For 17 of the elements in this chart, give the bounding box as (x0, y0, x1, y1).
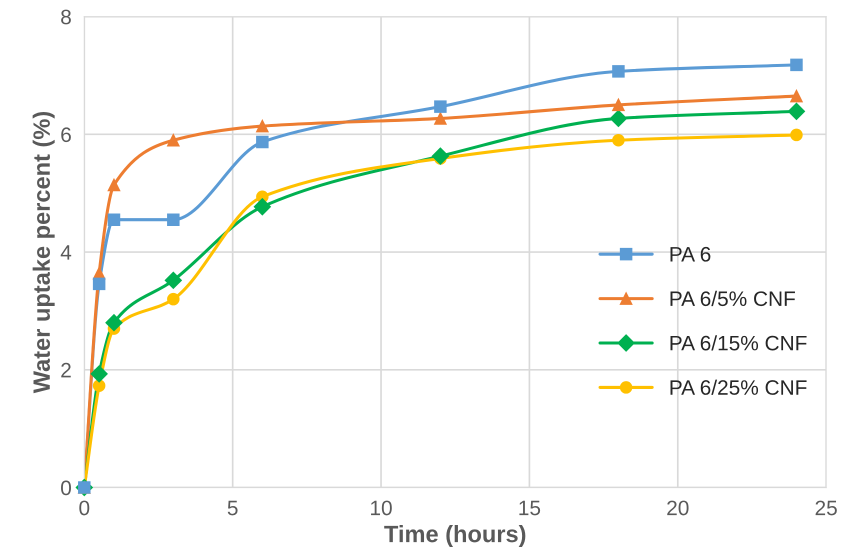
x-tick-label: 10 (371, 500, 392, 516)
x-tick-label: 20 (667, 500, 689, 516)
y-tick-label: 8 (61, 10, 71, 24)
x-tick-label: 0 (79, 500, 90, 516)
y-tick-label: 6 (61, 127, 71, 142)
y-tick-label: 2 (61, 362, 71, 378)
y-axis-title: Water uptake percent (%) (32, 112, 55, 394)
legend-label: PA 6/15% CNF (670, 335, 807, 351)
legend-label: PA 6/5% CNF (670, 290, 795, 306)
y-tick-label: 0 (61, 480, 71, 496)
legend-label: PA 6/25% CNF (670, 380, 807, 395)
x-tick-label: 15 (519, 500, 540, 516)
x-axis-title: Time (hours) (384, 524, 526, 548)
x-tick-label: 25 (816, 500, 837, 516)
y-tick-label: 4 (60, 245, 72, 260)
x-tick-label: 5 (228, 500, 238, 516)
legend-label: PA 6 (670, 246, 710, 262)
